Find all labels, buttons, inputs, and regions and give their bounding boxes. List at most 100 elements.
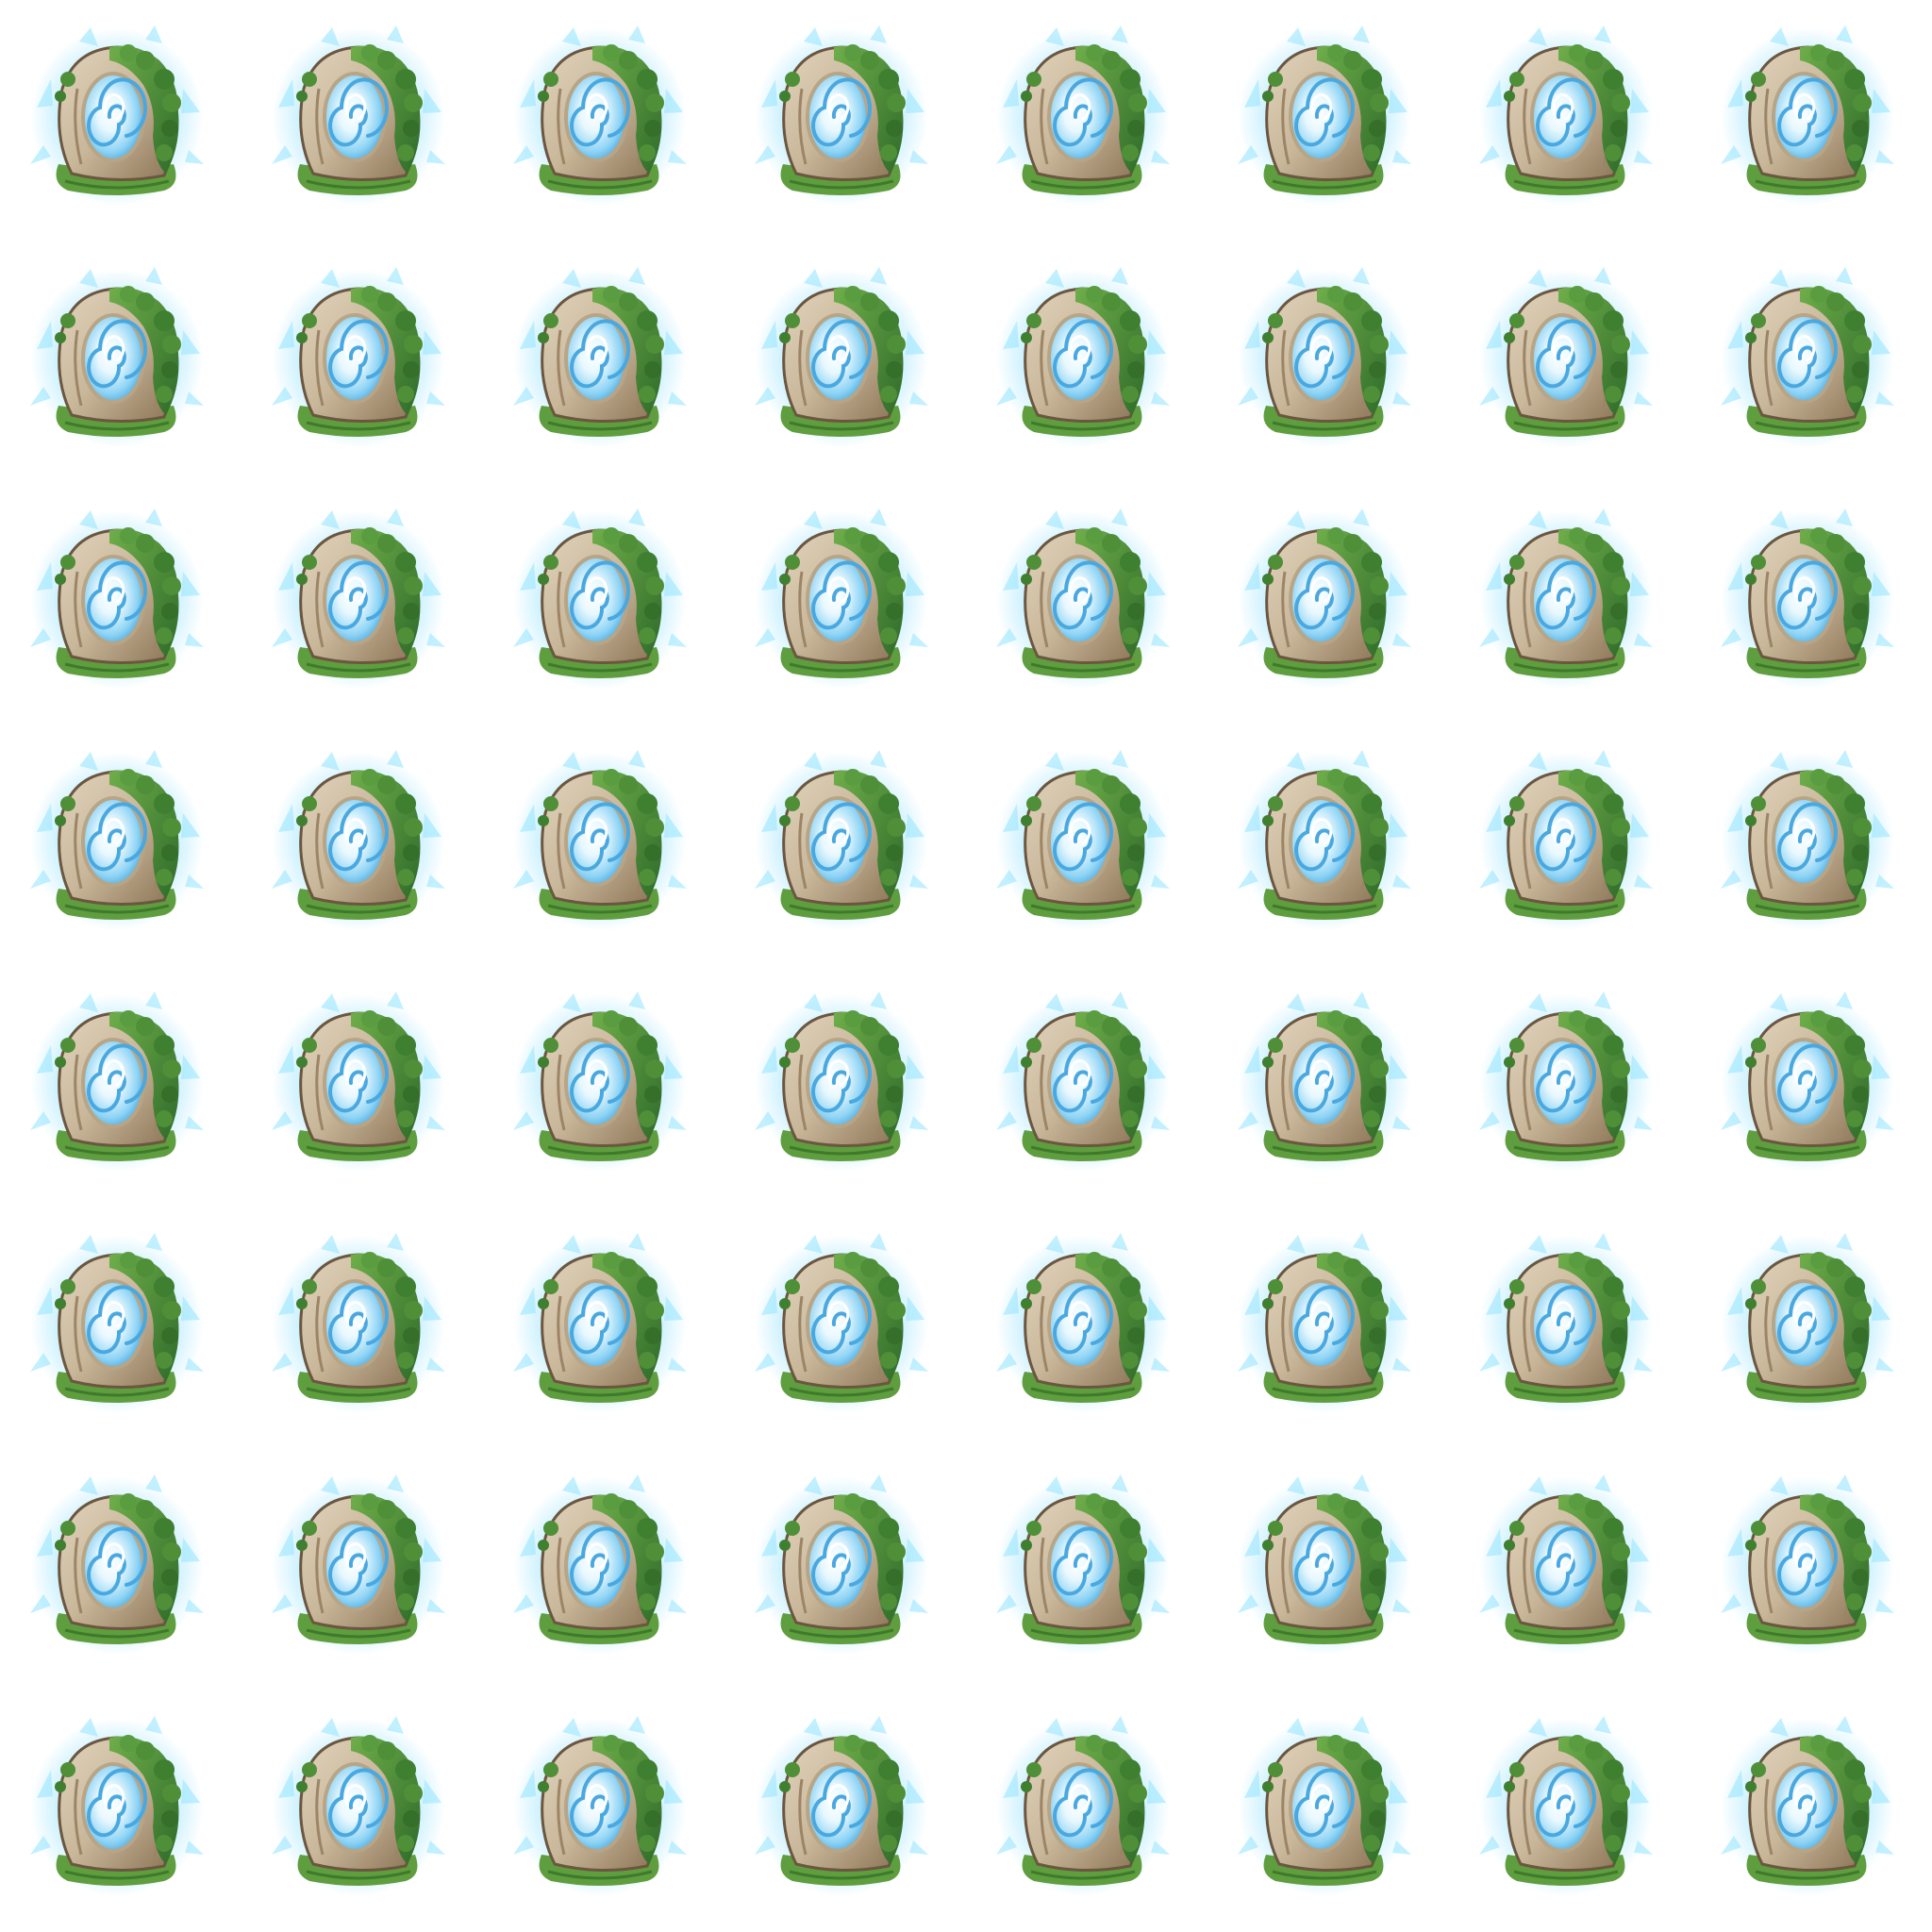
swirling-portal-rock-icon xyxy=(28,1473,206,1657)
swirling-portal-rock-icon xyxy=(994,1231,1172,1416)
swirling-portal-rock-icon xyxy=(511,24,689,208)
swirling-portal-rock-icon xyxy=(1236,1231,1413,1416)
sprite-frame xyxy=(1690,1449,1932,1690)
swirling-portal-rock-icon xyxy=(753,1231,930,1416)
swirling-portal-rock-icon xyxy=(1236,265,1413,450)
sprite-frame xyxy=(1449,966,1690,1208)
sprite-frame xyxy=(1449,1690,1690,1932)
sprite-frame xyxy=(966,1690,1208,1932)
swirling-portal-rock-icon xyxy=(1719,265,1896,450)
swirling-portal-rock-icon xyxy=(1477,1714,1655,1899)
sprite-frame xyxy=(0,242,242,483)
swirling-portal-rock-icon xyxy=(753,1473,930,1657)
sprite-frame xyxy=(1208,0,1449,242)
swirling-portal-rock-icon xyxy=(270,265,447,450)
sprite-frame xyxy=(966,0,1208,242)
swirling-portal-rock-icon xyxy=(1477,507,1655,691)
sprite-frame xyxy=(1690,1208,1932,1449)
swirling-portal-rock-icon xyxy=(1719,748,1896,933)
swirling-portal-rock-icon xyxy=(511,1473,689,1657)
swirling-portal-rock-icon xyxy=(994,265,1172,450)
swirling-portal-rock-icon xyxy=(28,1714,206,1899)
swirling-portal-rock-icon xyxy=(1477,990,1655,1174)
sprite-frame xyxy=(966,1208,1208,1449)
swirling-portal-rock-icon xyxy=(1236,507,1413,691)
sprite-frame xyxy=(724,1690,966,1932)
swirling-portal-rock-icon xyxy=(28,24,206,208)
swirling-portal-rock-icon xyxy=(994,748,1172,933)
swirling-portal-rock-icon xyxy=(1719,990,1896,1174)
sprite-frame xyxy=(1690,724,1932,966)
sprite-frame xyxy=(1690,483,1932,724)
sprite-frame xyxy=(1208,242,1449,483)
sprite-frame xyxy=(483,966,724,1208)
swirling-portal-rock-icon xyxy=(1477,1473,1655,1657)
sprite-frame xyxy=(724,966,966,1208)
sprite-frame xyxy=(0,483,242,724)
sprite-frame xyxy=(0,1208,242,1449)
sprite-frame xyxy=(483,1449,724,1690)
swirling-portal-rock-icon xyxy=(1719,24,1896,208)
sprite-frame xyxy=(1690,242,1932,483)
sprite-frame xyxy=(1449,724,1690,966)
swirling-portal-rock-icon xyxy=(994,507,1172,691)
sprite-frame xyxy=(0,1690,242,1932)
swirling-portal-rock-icon xyxy=(1719,1231,1896,1416)
sprite-frame xyxy=(1449,1208,1690,1449)
sprite-frame xyxy=(1690,0,1932,242)
sprite-frame xyxy=(242,242,483,483)
swirling-portal-rock-icon xyxy=(270,507,447,691)
sprite-frame xyxy=(1690,966,1932,1208)
sprite-frame xyxy=(724,1449,966,1690)
swirling-portal-rock-icon xyxy=(1719,507,1896,691)
swirling-portal-rock-icon xyxy=(753,748,930,933)
swirling-portal-rock-icon xyxy=(994,24,1172,208)
sprite-frame xyxy=(966,724,1208,966)
swirling-portal-rock-icon xyxy=(270,748,447,933)
sprite-frame xyxy=(483,1208,724,1449)
sprite-frame xyxy=(724,1208,966,1449)
sprite-frame xyxy=(966,242,1208,483)
sprite-frame xyxy=(966,966,1208,1208)
swirling-portal-rock-icon xyxy=(511,990,689,1174)
sprite-frame xyxy=(242,483,483,724)
swirling-portal-rock-icon xyxy=(28,265,206,450)
swirling-portal-rock-icon xyxy=(28,1231,206,1416)
sprite-frame xyxy=(242,0,483,242)
sprite-frame xyxy=(1208,966,1449,1208)
sprite-frame xyxy=(242,1208,483,1449)
sprite-frame xyxy=(1690,1690,1932,1932)
swirling-portal-rock-icon xyxy=(1236,1473,1413,1657)
sprite-frame xyxy=(483,0,724,242)
sprite-frame xyxy=(0,724,242,966)
swirling-portal-rock-icon xyxy=(511,1714,689,1899)
sprite-frame xyxy=(724,724,966,966)
sprite-frame xyxy=(1449,0,1690,242)
swirling-portal-rock-icon xyxy=(1477,748,1655,933)
sprite-frame xyxy=(724,0,966,242)
swirling-portal-rock-icon xyxy=(28,507,206,691)
swirling-portal-rock-icon xyxy=(753,265,930,450)
swirling-portal-rock-icon xyxy=(994,990,1172,1174)
swirling-portal-rock-icon xyxy=(753,990,930,1174)
sprite-frame xyxy=(1208,1449,1449,1690)
swirling-portal-rock-icon xyxy=(1719,1473,1896,1657)
swirling-portal-rock-icon xyxy=(1477,265,1655,450)
sprite-frame xyxy=(724,242,966,483)
sprite-frame xyxy=(483,483,724,724)
swirling-portal-rock-icon xyxy=(994,1473,1172,1657)
swirling-portal-rock-icon xyxy=(270,1714,447,1899)
swirling-portal-rock-icon xyxy=(28,748,206,933)
swirling-portal-rock-icon xyxy=(753,1714,930,1899)
swirling-portal-rock-icon xyxy=(511,748,689,933)
sprite-frame xyxy=(0,966,242,1208)
swirling-portal-rock-icon xyxy=(511,507,689,691)
swirling-portal-rock-icon xyxy=(270,1473,447,1657)
sprite-frame xyxy=(1208,1208,1449,1449)
sprite-frame xyxy=(242,1449,483,1690)
sprite-frame xyxy=(242,1690,483,1932)
sprite-frame xyxy=(966,1449,1208,1690)
swirling-portal-rock-icon xyxy=(270,24,447,208)
sprite-frame xyxy=(483,724,724,966)
